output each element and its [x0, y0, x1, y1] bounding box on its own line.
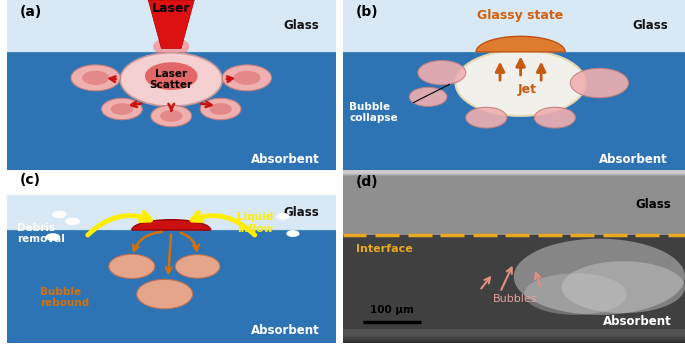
- Circle shape: [151, 105, 192, 127]
- Bar: [342, 335, 685, 343]
- Bar: [342, 331, 685, 338]
- Bar: [342, 52, 685, 173]
- Bar: [7, 170, 336, 195]
- Bar: [342, 174, 685, 190]
- Polygon shape: [514, 239, 685, 315]
- Bar: [342, 173, 685, 176]
- Text: (a): (a): [20, 5, 42, 19]
- Bar: [342, 176, 685, 225]
- Bar: [342, 335, 685, 342]
- Circle shape: [534, 107, 575, 128]
- Circle shape: [286, 230, 299, 237]
- Bar: [342, 331, 685, 339]
- Circle shape: [210, 103, 232, 115]
- Text: Glassy state: Glassy state: [477, 9, 564, 22]
- Polygon shape: [148, 0, 195, 48]
- Circle shape: [410, 88, 447, 107]
- Bar: [342, 0, 685, 52]
- Bar: [342, 329, 685, 336]
- Polygon shape: [524, 273, 627, 315]
- Bar: [7, 0, 336, 52]
- Text: Jet: Jet: [518, 83, 537, 97]
- Text: Glass: Glass: [632, 19, 668, 33]
- Text: Glass: Glass: [636, 198, 671, 211]
- Circle shape: [82, 71, 109, 85]
- Bar: [353, 313, 449, 330]
- Text: Interface: Interface: [356, 244, 413, 254]
- Bar: [342, 174, 685, 197]
- Bar: [342, 174, 685, 180]
- Bar: [342, 176, 685, 235]
- Bar: [342, 174, 685, 201]
- Bar: [342, 334, 685, 341]
- Bar: [342, 175, 685, 204]
- Circle shape: [277, 213, 290, 220]
- Circle shape: [222, 65, 271, 91]
- Circle shape: [175, 255, 220, 278]
- Text: Absorbent: Absorbent: [603, 315, 671, 328]
- Circle shape: [234, 71, 260, 85]
- Bar: [342, 175, 685, 218]
- Text: Bubble
collapse: Bubble collapse: [349, 102, 398, 123]
- Bar: [7, 230, 336, 343]
- Text: (c): (c): [20, 173, 41, 187]
- Circle shape: [160, 110, 182, 122]
- Text: 100 μm: 100 μm: [370, 305, 414, 315]
- Circle shape: [101, 98, 142, 120]
- Circle shape: [153, 37, 189, 56]
- Bar: [342, 174, 685, 187]
- Circle shape: [200, 98, 241, 120]
- Polygon shape: [132, 220, 211, 230]
- Bar: [342, 175, 685, 215]
- Bar: [342, 333, 685, 340]
- Bar: [342, 176, 685, 232]
- Bar: [7, 52, 336, 173]
- Text: Bubble
rebound: Bubble rebound: [40, 287, 89, 308]
- Text: Glass: Glass: [284, 19, 319, 33]
- Bar: [342, 175, 685, 211]
- Bar: [342, 334, 685, 340]
- Text: Laser: Laser: [152, 2, 190, 15]
- Polygon shape: [562, 261, 685, 313]
- Text: Bubbles: Bubbles: [493, 294, 538, 304]
- Bar: [342, 331, 685, 338]
- Bar: [342, 332, 685, 339]
- Text: Absorbent: Absorbent: [251, 153, 319, 166]
- Bar: [342, 170, 685, 173]
- Bar: [342, 175, 685, 208]
- Text: Laser
Scatter: Laser Scatter: [150, 69, 192, 90]
- Circle shape: [46, 233, 60, 241]
- Bar: [7, 195, 336, 230]
- Bar: [342, 333, 685, 340]
- Bar: [342, 329, 685, 336]
- Circle shape: [137, 280, 192, 309]
- Circle shape: [570, 69, 628, 98]
- Circle shape: [52, 211, 66, 218]
- Circle shape: [145, 62, 197, 90]
- Circle shape: [109, 254, 155, 279]
- Circle shape: [456, 50, 586, 116]
- Circle shape: [121, 53, 222, 107]
- Text: Debris
removal: Debris removal: [16, 223, 64, 244]
- Bar: [342, 330, 685, 337]
- Text: (b): (b): [356, 5, 379, 19]
- Text: Glass: Glass: [284, 206, 319, 219]
- Circle shape: [418, 61, 466, 85]
- Polygon shape: [476, 36, 565, 52]
- Bar: [342, 330, 685, 337]
- Bar: [342, 174, 685, 194]
- Circle shape: [466, 107, 507, 128]
- Circle shape: [65, 218, 80, 225]
- Text: Liquid
inflow: Liquid inflow: [237, 212, 273, 234]
- Circle shape: [111, 103, 133, 115]
- Circle shape: [71, 65, 121, 91]
- Bar: [342, 176, 685, 228]
- Bar: [342, 335, 685, 342]
- Text: (d): (d): [356, 175, 379, 189]
- Text: Absorbent: Absorbent: [599, 153, 668, 166]
- Bar: [342, 176, 685, 221]
- Text: Absorbent: Absorbent: [251, 324, 319, 337]
- Bar: [342, 174, 685, 183]
